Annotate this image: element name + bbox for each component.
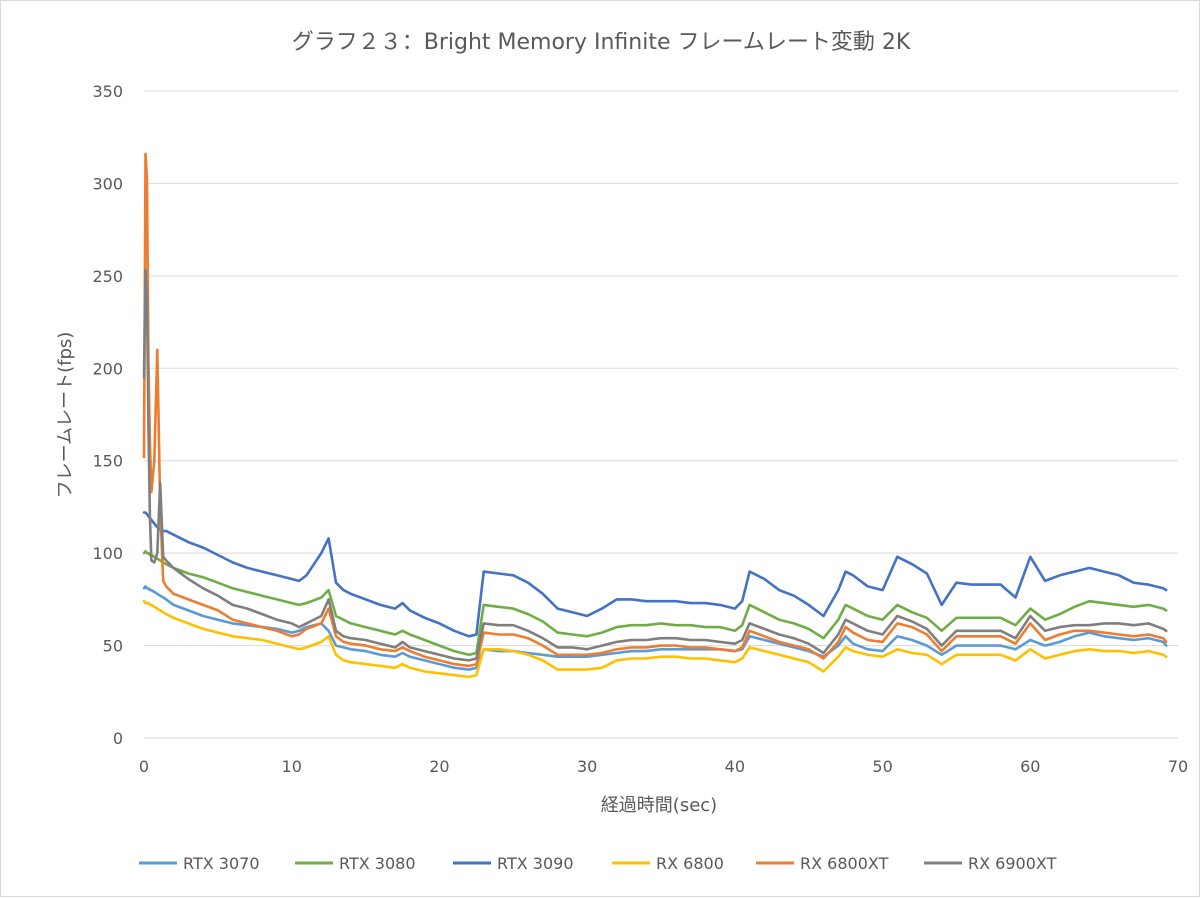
legend-label: RX 6900XT	[968, 854, 1057, 873]
x-tick-label: 0	[139, 757, 149, 776]
legend-item: RTX 3070	[139, 854, 260, 873]
x-axis-title: 経過時間(sec)	[601, 795, 717, 816]
legend: RTX 3070 RTX 3080 RTX 3090 RX 6800 RX 6800XT…	[139, 854, 1057, 873]
y-tick-label: 0	[113, 729, 123, 748]
x-tick-label: 40	[725, 757, 745, 776]
series-line-rtx-3090	[142, 511, 1168, 638]
x-tick-label: 20	[429, 757, 449, 776]
x-tick-label: 10	[282, 757, 302, 776]
x-tick-label: 50	[872, 757, 892, 776]
series-line-rx-6900xt	[142, 268, 1168, 662]
y-tick-label: 250	[92, 267, 123, 286]
series-line-rtx-3080	[142, 549, 1168, 657]
legend-item: RX 6800XT	[756, 854, 889, 873]
y-tick-label: 100	[92, 544, 123, 563]
y-tick-label: 350	[92, 82, 123, 101]
y-axis-ticks: 0 50 100 150 200 250 300 350	[92, 82, 123, 748]
chart-title: グラフ２３：Bright Memory Infinite フレームレート変動 2…	[292, 30, 911, 55]
x-tick-label: 70	[1168, 757, 1188, 776]
series-line-rtx-3070	[142, 585, 1168, 671]
series-lines	[142, 152, 1168, 679]
x-tick-label: 30	[577, 757, 597, 776]
x-axis-ticks: 0 10 20 30 40 50 60 70	[139, 757, 1188, 776]
legend-label: RX 6800	[656, 854, 724, 873]
legend-item: RTX 3080	[295, 854, 416, 873]
legend-item: RTX 3090	[453, 854, 574, 873]
legend-label: RTX 3070	[183, 854, 260, 873]
y-tick-label: 50	[103, 637, 123, 656]
x-tick-label: 60	[1020, 757, 1040, 776]
series-line-rx-6800xt	[142, 152, 1168, 668]
y-tick-label: 300	[92, 174, 123, 193]
y-tick-label: 200	[92, 359, 123, 378]
y-axis-title: フレームレート(fps)	[55, 332, 76, 499]
legend-label: RX 6800XT	[800, 854, 889, 873]
gridlines	[144, 90, 1178, 739]
legend-label: RTX 3090	[497, 854, 574, 873]
y-tick-label: 150	[92, 452, 123, 471]
legend-item: RX 6900XT	[924, 854, 1057, 873]
legend-label: RTX 3080	[339, 854, 416, 873]
series-line-rx-6800	[142, 599, 1168, 679]
legend-item: RX 6800	[612, 854, 724, 873]
